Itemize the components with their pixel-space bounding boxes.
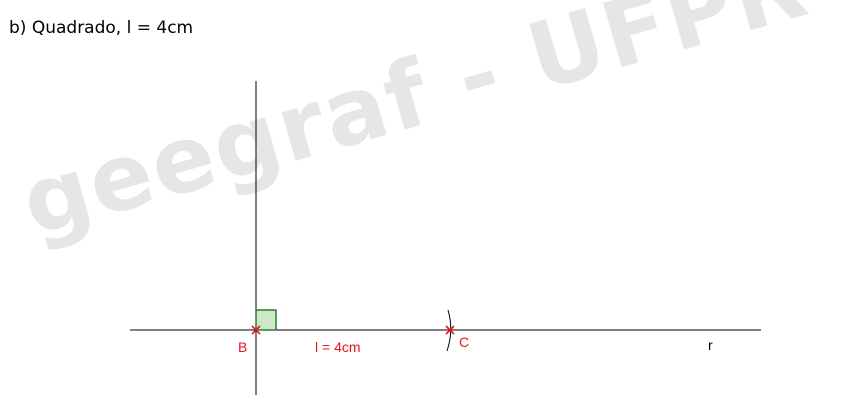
point-b-marker [251,325,261,335]
point-c-label: C [459,334,469,350]
line-r-label: r [708,337,713,353]
exercise-heading: b) Quadrado, l = 4cm [9,18,194,38]
right-angle-marker [255,309,277,331]
point-b-label: B [238,339,247,355]
point-c-marker [445,325,455,335]
side-length-label: l = 4cm [315,339,361,355]
